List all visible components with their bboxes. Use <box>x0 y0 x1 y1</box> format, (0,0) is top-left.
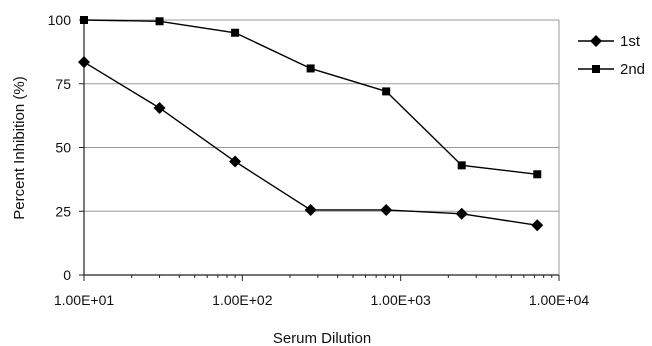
series-1-point <box>380 203 393 216</box>
series-2-point <box>306 64 315 73</box>
x-axis-title: Serum Dilution <box>273 330 371 346</box>
series-2-point <box>231 28 240 37</box>
y-axis-title: Percent Inhibition (%) <box>11 76 28 219</box>
series-1-point <box>153 101 166 114</box>
legend-marker-1 <box>590 35 602 47</box>
axes <box>79 19 560 281</box>
series-1-point <box>229 155 242 168</box>
series-1-point <box>455 207 468 220</box>
legend-label: 2nd <box>620 61 645 78</box>
legend: 1st 2nd <box>578 33 645 78</box>
series-1-point <box>304 203 317 216</box>
y-tick-labels: 0 25 50 75 100 <box>48 12 72 283</box>
y-tick-label: 25 <box>55 203 71 219</box>
y-tick-label: 75 <box>55 76 71 92</box>
series-2-point <box>80 16 88 24</box>
x-tick-label: 1.00E+01 <box>54 292 115 308</box>
series-2-point <box>457 161 466 170</box>
x-tick-label: 1.00E+03 <box>370 292 431 308</box>
y-tick-label: 50 <box>55 140 71 156</box>
y-tick-label: 0 <box>63 267 71 283</box>
x-tick-label: 1.00E+04 <box>529 292 590 308</box>
x-tick-labels: 1.00E+01 1.00E+02 1.00E+03 1.00E+04 <box>54 292 590 308</box>
grid-lines <box>84 19 559 212</box>
series-1-point <box>78 56 90 69</box>
series-markers <box>78 16 544 232</box>
series-line-1 <box>83 61 538 226</box>
series-line-2 <box>83 19 538 175</box>
series-2-point <box>382 87 391 96</box>
series-2-point <box>155 17 164 26</box>
series-1-point <box>531 219 544 232</box>
series-lines <box>83 19 538 226</box>
series-2-point <box>533 170 542 179</box>
x-tick-label: 1.00E+02 <box>212 292 273 308</box>
y-tick-label: 100 <box>48 12 72 28</box>
legend-marker-2 <box>592 65 600 73</box>
legend-label: 1st <box>620 33 641 50</box>
